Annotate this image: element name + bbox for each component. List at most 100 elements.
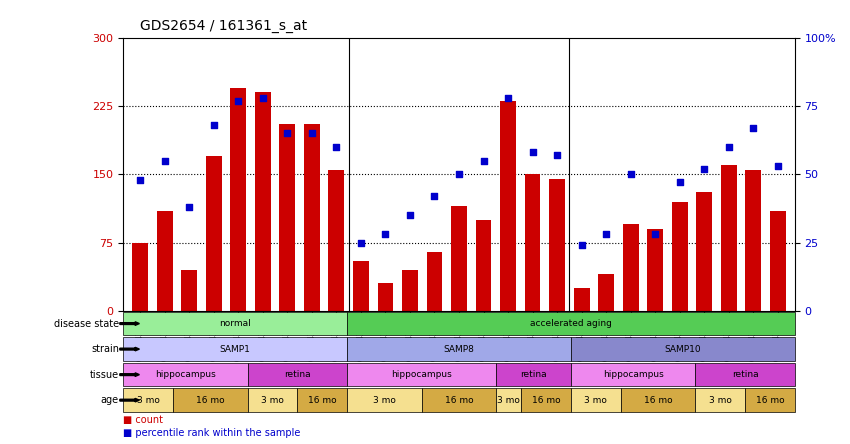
- Bar: [347, 388, 422, 412]
- Text: ■ percentile rank within the sample: ■ percentile rank within the sample: [123, 428, 301, 438]
- Bar: [496, 363, 571, 386]
- Bar: [123, 337, 347, 361]
- Text: ■ count: ■ count: [123, 415, 163, 425]
- Text: SAMP1: SAMP1: [220, 345, 251, 353]
- Text: 16 mo: 16 mo: [308, 396, 337, 404]
- Bar: [496, 388, 521, 412]
- Point: [305, 130, 319, 137]
- Point: [722, 143, 735, 151]
- Text: hippocampus: hippocampus: [391, 370, 452, 379]
- Point: [330, 143, 343, 151]
- Bar: [181, 270, 197, 311]
- Point: [403, 212, 416, 219]
- Point: [133, 176, 147, 183]
- Bar: [347, 337, 571, 361]
- Point: [183, 203, 196, 210]
- Bar: [598, 274, 614, 311]
- Text: disease state: disease state: [54, 318, 119, 329]
- Text: 3 mo: 3 mo: [373, 396, 396, 404]
- Text: 3 mo: 3 mo: [261, 396, 284, 404]
- Point: [550, 151, 564, 159]
- Bar: [247, 388, 298, 412]
- Text: SAMP8: SAMP8: [444, 345, 474, 353]
- Text: 3 mo: 3 mo: [497, 396, 520, 404]
- Point: [599, 231, 613, 238]
- Bar: [123, 388, 173, 412]
- Text: accelerated aging: accelerated aging: [530, 319, 612, 328]
- Bar: [571, 388, 620, 412]
- Point: [477, 157, 490, 164]
- Bar: [427, 252, 443, 311]
- Point: [280, 130, 294, 137]
- Bar: [206, 156, 222, 311]
- Text: 3 mo: 3 mo: [709, 396, 732, 404]
- Text: hippocampus: hippocampus: [155, 370, 216, 379]
- Bar: [255, 92, 271, 311]
- Point: [575, 242, 588, 249]
- Point: [746, 124, 760, 131]
- Bar: [123, 363, 247, 386]
- Bar: [377, 284, 394, 311]
- Bar: [696, 193, 712, 311]
- Bar: [475, 220, 491, 311]
- Bar: [402, 270, 418, 311]
- Bar: [451, 206, 467, 311]
- Point: [525, 149, 539, 156]
- Bar: [304, 124, 320, 311]
- Point: [207, 122, 221, 129]
- Bar: [647, 229, 663, 311]
- Point: [158, 157, 172, 164]
- Text: 16 mo: 16 mo: [196, 396, 224, 404]
- Bar: [695, 363, 795, 386]
- Bar: [521, 388, 571, 412]
- Bar: [328, 170, 344, 311]
- Bar: [500, 102, 516, 311]
- Text: retina: retina: [732, 370, 758, 379]
- Point: [256, 94, 269, 101]
- Text: 16 mo: 16 mo: [445, 396, 473, 404]
- Point: [452, 171, 466, 178]
- Bar: [695, 388, 745, 412]
- Bar: [173, 388, 247, 412]
- Point: [697, 165, 711, 172]
- Bar: [230, 88, 246, 311]
- Bar: [123, 312, 347, 335]
- Bar: [571, 337, 795, 361]
- Bar: [620, 388, 695, 412]
- Bar: [347, 312, 795, 335]
- Bar: [422, 388, 496, 412]
- Text: age: age: [101, 395, 119, 405]
- Bar: [157, 210, 173, 311]
- Point: [354, 239, 368, 246]
- Text: 3 mo: 3 mo: [137, 396, 160, 404]
- Point: [232, 97, 246, 104]
- Bar: [247, 363, 347, 386]
- Point: [428, 193, 441, 200]
- Bar: [622, 224, 638, 311]
- Bar: [298, 388, 347, 412]
- Bar: [353, 261, 369, 311]
- Bar: [280, 124, 296, 311]
- Point: [672, 179, 686, 186]
- Bar: [524, 174, 541, 311]
- Text: GDS2654 / 161361_s_at: GDS2654 / 161361_s_at: [140, 19, 308, 33]
- Point: [502, 94, 515, 101]
- Text: normal: normal: [219, 319, 251, 328]
- Text: tissue: tissue: [90, 369, 119, 380]
- Bar: [571, 363, 695, 386]
- Bar: [347, 363, 496, 386]
- Text: retina: retina: [520, 370, 547, 379]
- Point: [649, 231, 662, 238]
- Bar: [745, 388, 795, 412]
- Point: [771, 163, 785, 170]
- Text: retina: retina: [284, 370, 310, 379]
- Text: hippocampus: hippocampus: [603, 370, 664, 379]
- Text: strain: strain: [91, 344, 119, 354]
- Text: 16 mo: 16 mo: [643, 396, 672, 404]
- Text: 16 mo: 16 mo: [756, 396, 785, 404]
- Text: SAMP10: SAMP10: [665, 345, 701, 353]
- Point: [379, 231, 393, 238]
- Bar: [133, 242, 149, 311]
- Bar: [745, 170, 761, 311]
- Bar: [721, 165, 737, 311]
